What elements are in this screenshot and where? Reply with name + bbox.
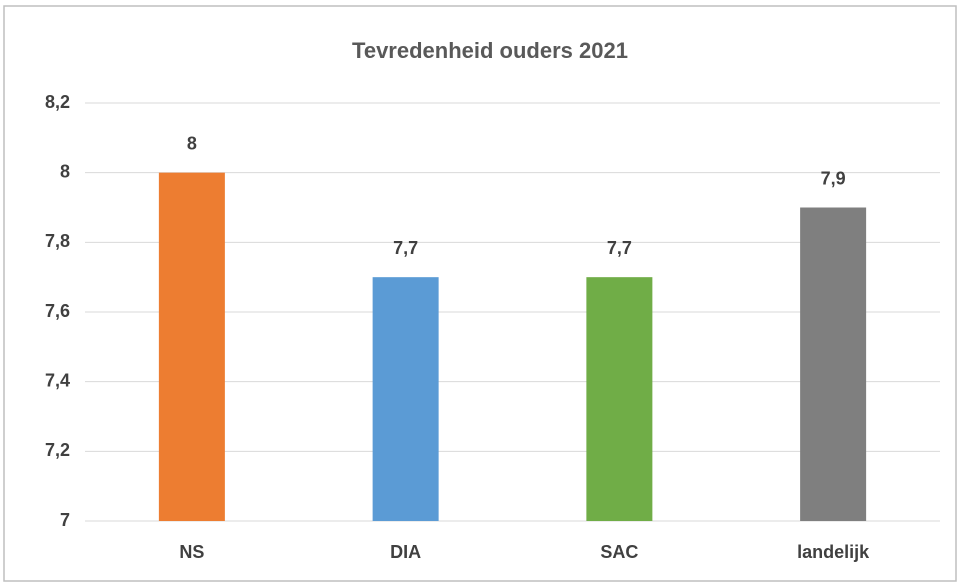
y-tick-label: 8 [60,161,70,181]
data-label: 7,9 [821,168,846,188]
bar [372,277,439,521]
x-tick-label: DIA [390,542,421,562]
x-tick-label: SAC [600,542,638,562]
data-label: 7,7 [393,238,418,258]
x-tick-label: landelijk [797,542,870,562]
data-label: 7,7 [607,238,632,258]
y-tick-label: 8,2 [45,92,70,112]
chart-title: Tevredenheid ouders 2021 [352,38,628,63]
bar [158,172,225,521]
data-label: 8 [187,133,197,153]
bar [800,207,867,521]
y-tick-label: 7,6 [45,301,70,321]
x-tick-label: NS [179,542,204,562]
y-tick-label: 7 [60,510,70,530]
y-tick-label: 7,4 [45,370,70,390]
y-tick-label: 7,2 [45,440,70,460]
y-tick-label: 7,8 [45,231,70,251]
bar [586,277,653,521]
